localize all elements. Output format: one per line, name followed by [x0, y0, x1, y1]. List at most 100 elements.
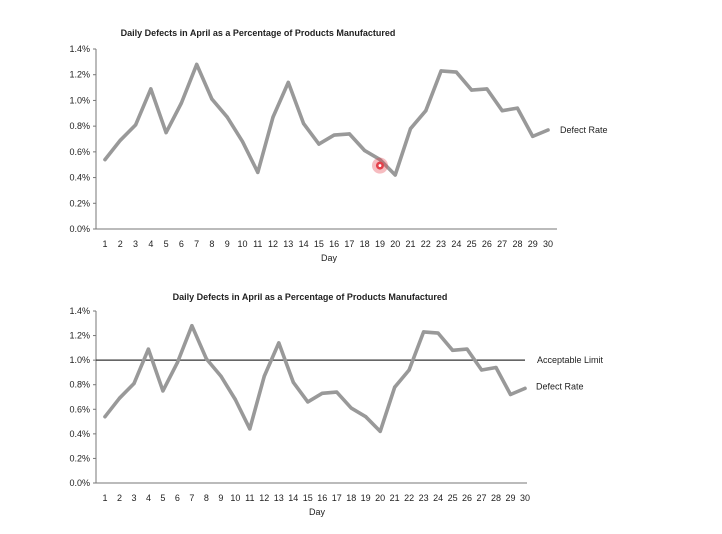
- chart-top-svg: Daily Defects in April as a Percentage o…: [69, 28, 608, 263]
- x-tick-label: 4: [148, 239, 153, 249]
- y-tick-label: 1.2%: [69, 70, 90, 80]
- data-point: [161, 389, 165, 393]
- x-tick-label: 12: [268, 239, 278, 249]
- data-point: [335, 390, 339, 394]
- data-point: [531, 134, 535, 139]
- data-point: [393, 385, 397, 389]
- data-point: [320, 391, 324, 395]
- data-point: [164, 130, 168, 135]
- data-point: [225, 115, 229, 119]
- x-tick-label: 15: [314, 239, 324, 249]
- y-tick-label: 0.2%: [69, 453, 90, 463]
- data-point: [422, 330, 426, 334]
- data-point: [436, 331, 440, 335]
- data-point: [494, 365, 498, 370]
- x-tick-label: 26: [482, 239, 492, 249]
- data-point: [515, 106, 520, 110]
- x-tick-label: 22: [404, 493, 414, 503]
- data-point: [393, 173, 397, 177]
- x-tick-label: 28: [491, 493, 501, 503]
- x-tick-label: 1: [102, 493, 107, 503]
- x-tick-label: 27: [477, 493, 487, 503]
- y-tick-label: 1.4%: [69, 306, 90, 316]
- x-tick-label: 6: [179, 239, 184, 249]
- x-tick-label: 28: [512, 239, 522, 249]
- data-point: [454, 70, 458, 74]
- x-tick-label: 4: [146, 493, 151, 503]
- x-tick-label: 29: [528, 239, 538, 249]
- x-tick-label: 14: [299, 239, 309, 249]
- data-point: [306, 400, 310, 404]
- x-tick-label: 20: [375, 493, 385, 503]
- data-point: [146, 347, 151, 351]
- y-tick-label: 0.4%: [69, 173, 90, 183]
- x-tick-label: 13: [283, 239, 293, 249]
- x-tick-label: 6: [175, 493, 180, 503]
- data-point: [256, 170, 260, 175]
- x-tick-label: 30: [543, 239, 553, 249]
- x-tick-label: 20: [390, 239, 400, 249]
- series-line-defect-rate: [103, 62, 550, 177]
- x-tick-label: 27: [497, 239, 507, 249]
- data-point: [190, 324, 194, 328]
- x-tick-label: 21: [406, 239, 416, 249]
- data-point: [508, 392, 513, 397]
- x-tick-label: 25: [467, 239, 477, 249]
- y-tick-label: 0.8%: [69, 380, 90, 390]
- data-point: [117, 396, 122, 400]
- data-point: [317, 142, 321, 146]
- x-tick-label: 7: [189, 493, 194, 503]
- x-tick-label: 12: [259, 493, 269, 503]
- x-tick-label: 26: [462, 493, 472, 503]
- x-tick-label: 23: [419, 493, 429, 503]
- data-point: [523, 386, 527, 390]
- x-tick-label: 5: [164, 239, 169, 249]
- data-point: [118, 138, 122, 142]
- data-point: [347, 132, 352, 136]
- x-tick-label: 17: [332, 493, 342, 503]
- data-point: [240, 139, 245, 144]
- x-tick-label: 16: [317, 493, 327, 503]
- x-axis-label: Day: [321, 253, 338, 263]
- x-tick-label: 1: [102, 239, 107, 249]
- data-point: [195, 62, 199, 67]
- data-point: [277, 341, 281, 345]
- y-tick-label: 1.0%: [69, 95, 90, 105]
- data-point: [286, 80, 290, 85]
- data-point: [175, 361, 180, 365]
- series-line-defect-rate: [103, 323, 527, 434]
- data-point: [470, 88, 474, 92]
- x-tick-label: 16: [329, 239, 339, 249]
- y-tick-label: 0.2%: [69, 198, 90, 208]
- y-tick-label: 0.0%: [69, 478, 90, 488]
- x-tick-label: 22: [421, 239, 431, 249]
- x-tick-label: 3: [131, 493, 136, 503]
- x-tick-label: 24: [433, 493, 443, 503]
- series-label-defect-rate: Defect Rate: [536, 381, 584, 391]
- x-tick-label: 7: [194, 239, 199, 249]
- x-tick-label: 25: [448, 493, 458, 503]
- data-point: [103, 157, 107, 162]
- data-point: [485, 87, 489, 91]
- x-tick-label: 2: [118, 239, 123, 249]
- data-point: [132, 381, 136, 386]
- x-tick-label: 13: [274, 493, 284, 503]
- data-point: [378, 157, 382, 162]
- x-tick-label: 11: [245, 493, 254, 503]
- chart-bottom: Daily Defects in April as a Percentage o…: [42, 286, 622, 522]
- chart-bottom-svg: Daily Defects in April as a Percentage o…: [69, 292, 603, 517]
- series-label-defect-rate: Defect Rate: [560, 125, 608, 135]
- data-point: [364, 415, 368, 419]
- x-tick-label: 8: [204, 493, 209, 503]
- x-tick-label: 9: [225, 239, 230, 249]
- data-point: [332, 133, 336, 137]
- chart-title: Daily Defects in April as a Percentage o…: [173, 292, 448, 302]
- x-tick-label: 15: [303, 493, 313, 503]
- chart-top: Daily Defects in April as a Percentage o…: [42, 18, 622, 276]
- data-point: [219, 374, 223, 378]
- x-tick-label: 24: [451, 239, 461, 249]
- data-point: [363, 148, 367, 153]
- x-tick-label: 3: [133, 239, 138, 249]
- data-point: [407, 368, 411, 372]
- data-point: [408, 127, 413, 131]
